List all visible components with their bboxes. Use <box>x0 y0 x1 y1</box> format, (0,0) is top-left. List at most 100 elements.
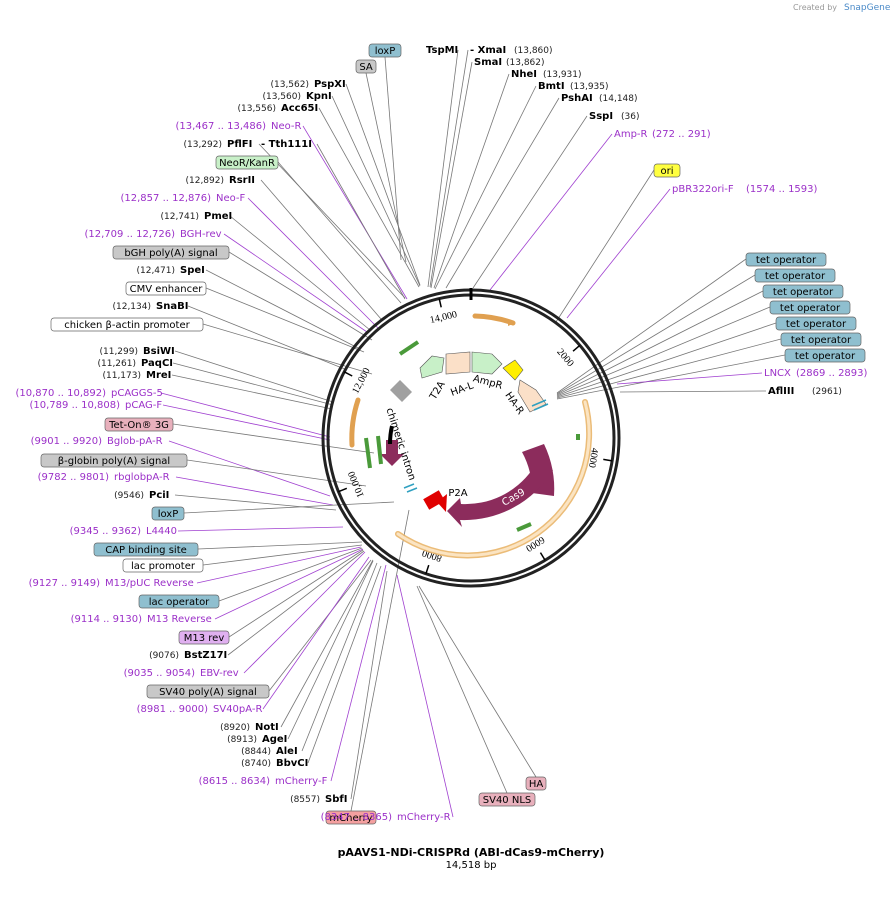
leader-line <box>433 73 510 289</box>
feature-label: tet operator <box>780 303 841 314</box>
tet-on-arrow <box>380 440 404 466</box>
leader-line <box>301 562 378 752</box>
feature-label: loxP <box>375 46 396 57</box>
enzyme-label: KpnI <box>306 91 332 102</box>
leader-line <box>214 548 364 620</box>
enzyme-label: BstZ17I <box>184 650 227 661</box>
enzyme-label: PmeI <box>204 211 232 222</box>
inner-feature-label: T2A <box>428 379 448 402</box>
leader-line <box>445 97 560 289</box>
ori-cas9-arc-inner <box>396 400 591 557</box>
primer-label: M13 Reverse <box>147 614 212 625</box>
leader-line <box>429 49 469 288</box>
enzyme-label: SbfI <box>325 794 347 805</box>
leader-line <box>365 72 407 263</box>
leader-line <box>227 550 365 656</box>
position-label: (13,935) <box>570 82 609 92</box>
leader-line <box>307 565 382 764</box>
feature-label: tet operator <box>786 319 847 330</box>
leader-line <box>302 125 408 300</box>
feature-label-box <box>50 317 204 332</box>
position-label: (13,560) <box>262 92 301 102</box>
primer-label: pCAGGS-5 <box>111 388 163 399</box>
ampr-arrow <box>471 351 503 375</box>
feature-label-box <box>478 792 536 807</box>
mcherry-body <box>423 490 445 510</box>
position-label: (13,562) <box>270 80 309 90</box>
feature-label-box <box>146 684 270 699</box>
feature-label-box <box>93 542 199 557</box>
enzyme-label: BsiWI <box>143 346 175 357</box>
leader-line <box>556 290 764 396</box>
leader-line <box>430 61 473 289</box>
tick-label: 14,000 <box>429 309 458 326</box>
position-label: (12,709 .. 12,726) <box>85 229 176 240</box>
leader-line <box>330 564 387 782</box>
feature-label-box <box>653 163 681 178</box>
feature-label-box <box>40 453 188 468</box>
feature-label: mCherry <box>329 813 372 824</box>
feature-label: tet operator <box>791 335 852 346</box>
enzyme-label: SspI <box>589 111 613 122</box>
position-label: (36) <box>621 112 639 122</box>
leader-line <box>205 287 365 353</box>
feature-label: SA <box>359 62 373 73</box>
position-label: (272 .. 291) <box>652 129 711 140</box>
feature-label-box <box>325 810 377 825</box>
enzyme-label: AgeI <box>262 734 287 745</box>
leader-line <box>175 476 334 506</box>
primer-label: rbglobpA-R <box>114 472 170 483</box>
position-label: (8920) <box>220 723 250 733</box>
position-label: (8740) <box>241 759 271 769</box>
feature-label-box <box>754 268 836 283</box>
position-label: (11,299) <box>99 347 138 357</box>
mcherry-arrow <box>437 494 447 512</box>
feature-label: tet operator <box>795 351 856 362</box>
enzyme-label: PaqCI <box>141 358 173 369</box>
position-label: (12,471) <box>136 266 175 276</box>
neo-arc <box>349 397 361 448</box>
position-label: (9546) <box>114 491 144 501</box>
leader-line <box>345 83 421 286</box>
leader-line <box>172 423 375 454</box>
enzyme-label: PshAI <box>561 93 593 104</box>
primer-label: Bglob-pA-R <box>107 436 163 447</box>
position-label: (9127 .. 9149) <box>29 578 101 589</box>
tick-mark <box>338 487 348 493</box>
enzyme-label: AflIII <box>768 386 794 397</box>
position-label: (12,134) <box>112 302 151 312</box>
feature-label-box <box>104 417 174 432</box>
leader-line <box>556 306 771 397</box>
neo-green-left <box>364 437 372 469</box>
feature-label-box <box>775 316 857 331</box>
position-label: (8913) <box>227 735 257 745</box>
leader-line <box>228 549 364 638</box>
snapgene-brand: SnapGene <box>844 3 890 13</box>
tick-label: 10,000 <box>346 470 367 500</box>
leader-line <box>262 556 370 710</box>
leader-line <box>331 95 421 287</box>
position-label: (9076) <box>149 651 179 661</box>
leader-line <box>268 559 372 692</box>
leader-line <box>187 305 348 371</box>
leader-line <box>489 133 613 291</box>
primer-label: L4440 <box>146 526 177 537</box>
primer-arcs <box>349 313 593 559</box>
feature-label-box <box>769 300 851 315</box>
feature-label-box <box>355 59 377 74</box>
enzyme-label: PspXI <box>314 79 346 90</box>
tick-mark <box>603 458 613 462</box>
leader-line <box>277 161 402 304</box>
leader-line <box>168 440 331 497</box>
primer-label: pCAG-F <box>125 400 162 411</box>
feature-label: tet operator <box>773 287 834 298</box>
feature-label-box <box>762 284 844 299</box>
primer-label: mCherry-F <box>275 776 328 787</box>
primer-label: BGH-rev <box>180 229 222 240</box>
position-label: (13,467 .. 13,486) <box>176 121 267 132</box>
leader-line <box>218 547 363 602</box>
enzyme-label: PflFI <box>227 139 252 150</box>
enzyme-label: TspMI <box>426 45 458 56</box>
leader-line <box>258 143 406 299</box>
position-label: (8844) <box>241 747 271 757</box>
